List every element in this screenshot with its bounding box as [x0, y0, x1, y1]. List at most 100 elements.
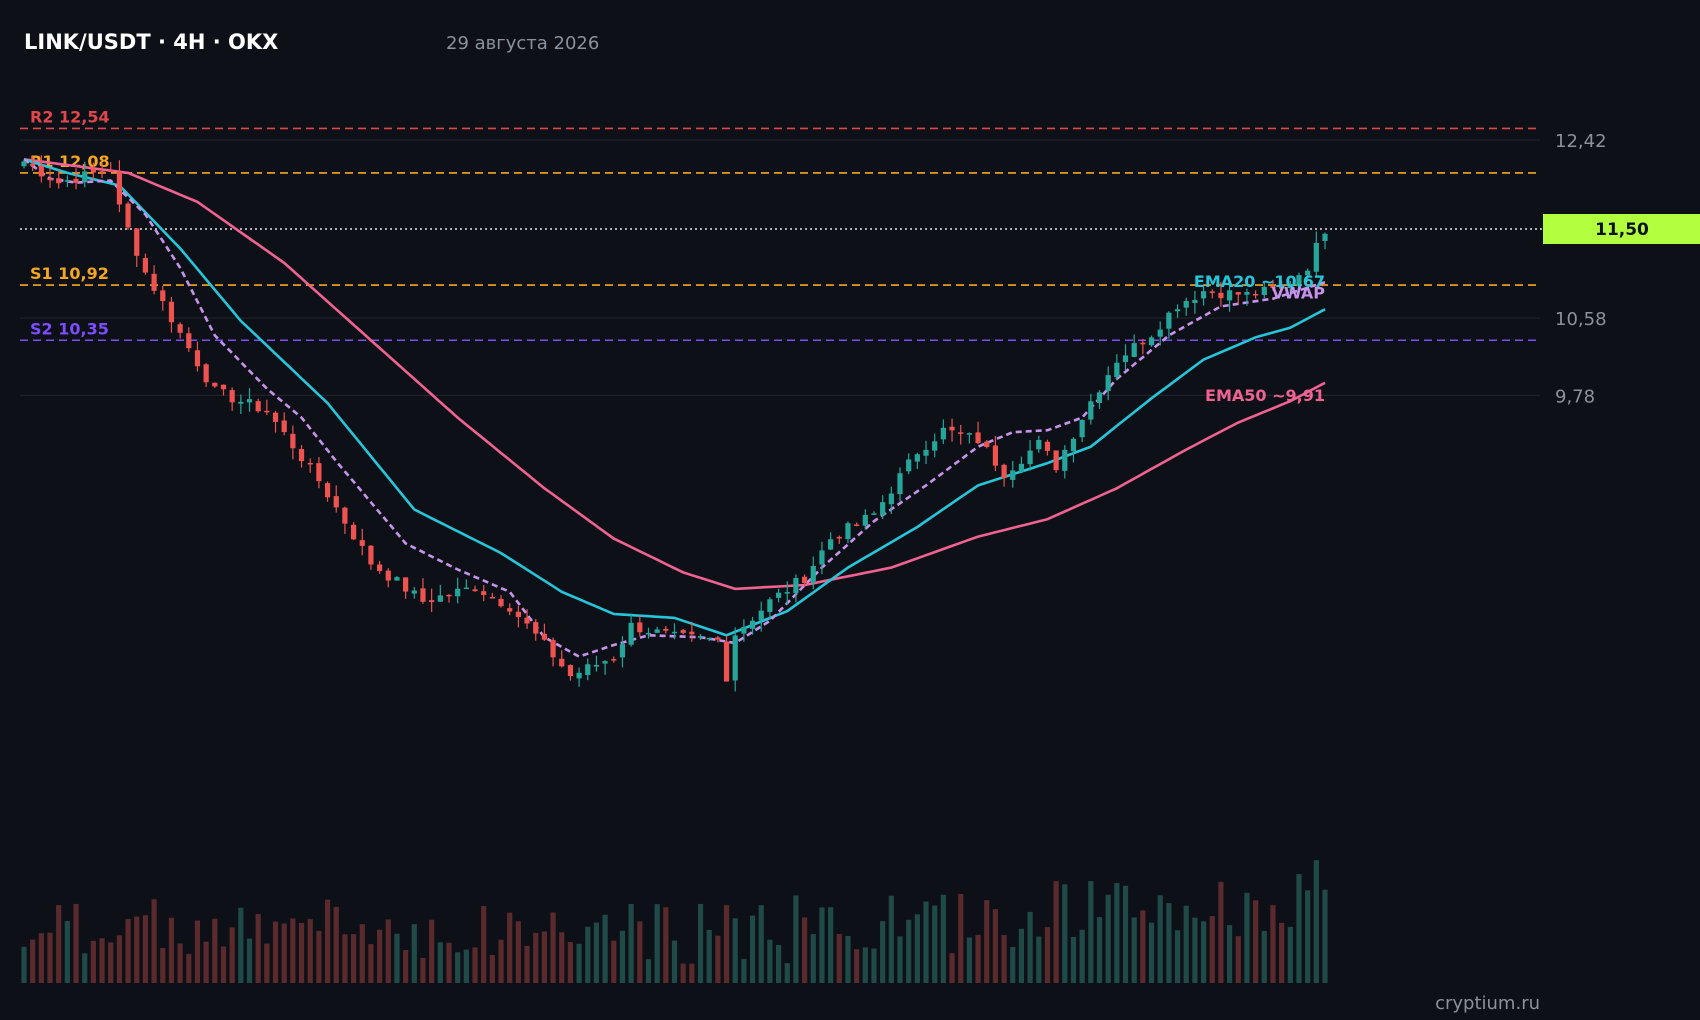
candle-body: [203, 364, 209, 383]
candle-body: [984, 441, 990, 448]
volume-bar: [550, 912, 556, 983]
ema50-line: [23, 158, 1326, 591]
volume-bar: [888, 895, 894, 983]
candle-body: [559, 658, 565, 667]
candle-body: [1157, 329, 1163, 337]
candle-body: [749, 620, 756, 629]
volume-bar: [906, 919, 912, 983]
candle-body: [576, 672, 582, 679]
volume-bar: [489, 954, 495, 983]
candle-body: [1018, 463, 1025, 472]
candle-body: [1305, 270, 1311, 276]
volume-bar: [723, 905, 730, 983]
volume-bar: [186, 953, 192, 983]
volume-bar: [992, 909, 999, 983]
candle-body: [134, 228, 140, 256]
volume-bar: [940, 894, 946, 983]
candle-body: [801, 576, 808, 583]
candle-body: [1209, 291, 1215, 293]
candle-body: [958, 432, 964, 434]
volume-bar: [645, 959, 652, 983]
y-tick-label: 10,58: [1555, 309, 1607, 330]
candle-body: [333, 496, 339, 508]
candle-body: [1183, 301, 1189, 308]
level-label: S2 10,35: [30, 319, 109, 338]
candle-body: [689, 631, 695, 635]
candle-body: [437, 595, 443, 602]
volume-bar: [897, 936, 903, 983]
candle-body: [1218, 292, 1224, 299]
candle-body: [168, 301, 175, 323]
volume-bar: [463, 949, 469, 983]
volume-bar: [533, 932, 539, 983]
volume-bar: [238, 907, 244, 983]
volume-bar: [1235, 936, 1241, 983]
volume-bar: [134, 916, 140, 983]
candle-body: [550, 640, 556, 658]
volume-bar: [30, 939, 36, 983]
volume-bar: [914, 914, 920, 983]
candle-body: [368, 545, 374, 565]
volume-bar: [108, 942, 114, 983]
volume-bar: [828, 907, 834, 983]
candle-body: [1313, 242, 1319, 272]
volume-bar: [1105, 894, 1111, 983]
volume-bar: [47, 932, 53, 983]
candle-body: [1270, 285, 1276, 288]
volume-bar: [1053, 881, 1059, 983]
candle-body: [541, 633, 548, 640]
volume-bar: [82, 953, 88, 983]
candle-body: [1287, 283, 1293, 288]
candle-body: [671, 631, 678, 634]
candle-body: [116, 171, 123, 205]
candle-body: [359, 540, 365, 546]
volume-bar: [64, 920, 70, 983]
candle-body: [1079, 419, 1085, 438]
volume-bar: [949, 953, 955, 983]
volume-bar: [1070, 936, 1077, 983]
candle-body: [524, 617, 530, 624]
candle-body: [1244, 292, 1250, 295]
volume-bar: [446, 942, 452, 983]
volume-bar: [958, 893, 964, 983]
candle-body: [975, 432, 981, 444]
candle-body: [307, 462, 313, 465]
candle-body: [784, 592, 790, 594]
candle-body: [758, 610, 764, 621]
candle-body: [1036, 439, 1042, 450]
volume-bar: [975, 934, 981, 983]
candle-body: [1044, 441, 1051, 451]
volume-bar: [160, 947, 166, 983]
candle-body: [966, 433, 972, 435]
candle-body: [1148, 337, 1155, 346]
level-label: R2 12,54: [30, 107, 110, 126]
candle-body: [151, 273, 157, 291]
volume-bar: [385, 919, 391, 983]
volume-bar: [142, 915, 149, 983]
candle-body: [377, 564, 383, 571]
candle-body: [1010, 470, 1016, 480]
volume-bar: [1209, 916, 1215, 983]
candle-body: [455, 588, 461, 597]
candle-body: [923, 449, 929, 456]
vwap-label: VWAP: [1272, 284, 1326, 303]
candle-body: [854, 524, 860, 526]
watermark: cryptium.ru: [1435, 993, 1540, 1014]
volume-bar: [749, 915, 756, 983]
candle-body: [845, 523, 851, 540]
candle-body: [515, 611, 521, 617]
volume-bar: [429, 919, 435, 983]
volume-bar: [1096, 917, 1103, 983]
volume-bar: [125, 919, 131, 983]
volume-bar: [1166, 903, 1172, 983]
candle-body: [914, 454, 920, 462]
candle-body: [1261, 286, 1267, 295]
candle-body: [1053, 450, 1059, 471]
volume-bar: [307, 919, 313, 983]
volume-bar: [437, 942, 443, 983]
candle-body: [142, 258, 149, 273]
volume-bar: [1253, 900, 1259, 983]
candle-body: [177, 324, 183, 333]
volume-bar: [1287, 926, 1293, 983]
candles: [21, 155, 1328, 692]
